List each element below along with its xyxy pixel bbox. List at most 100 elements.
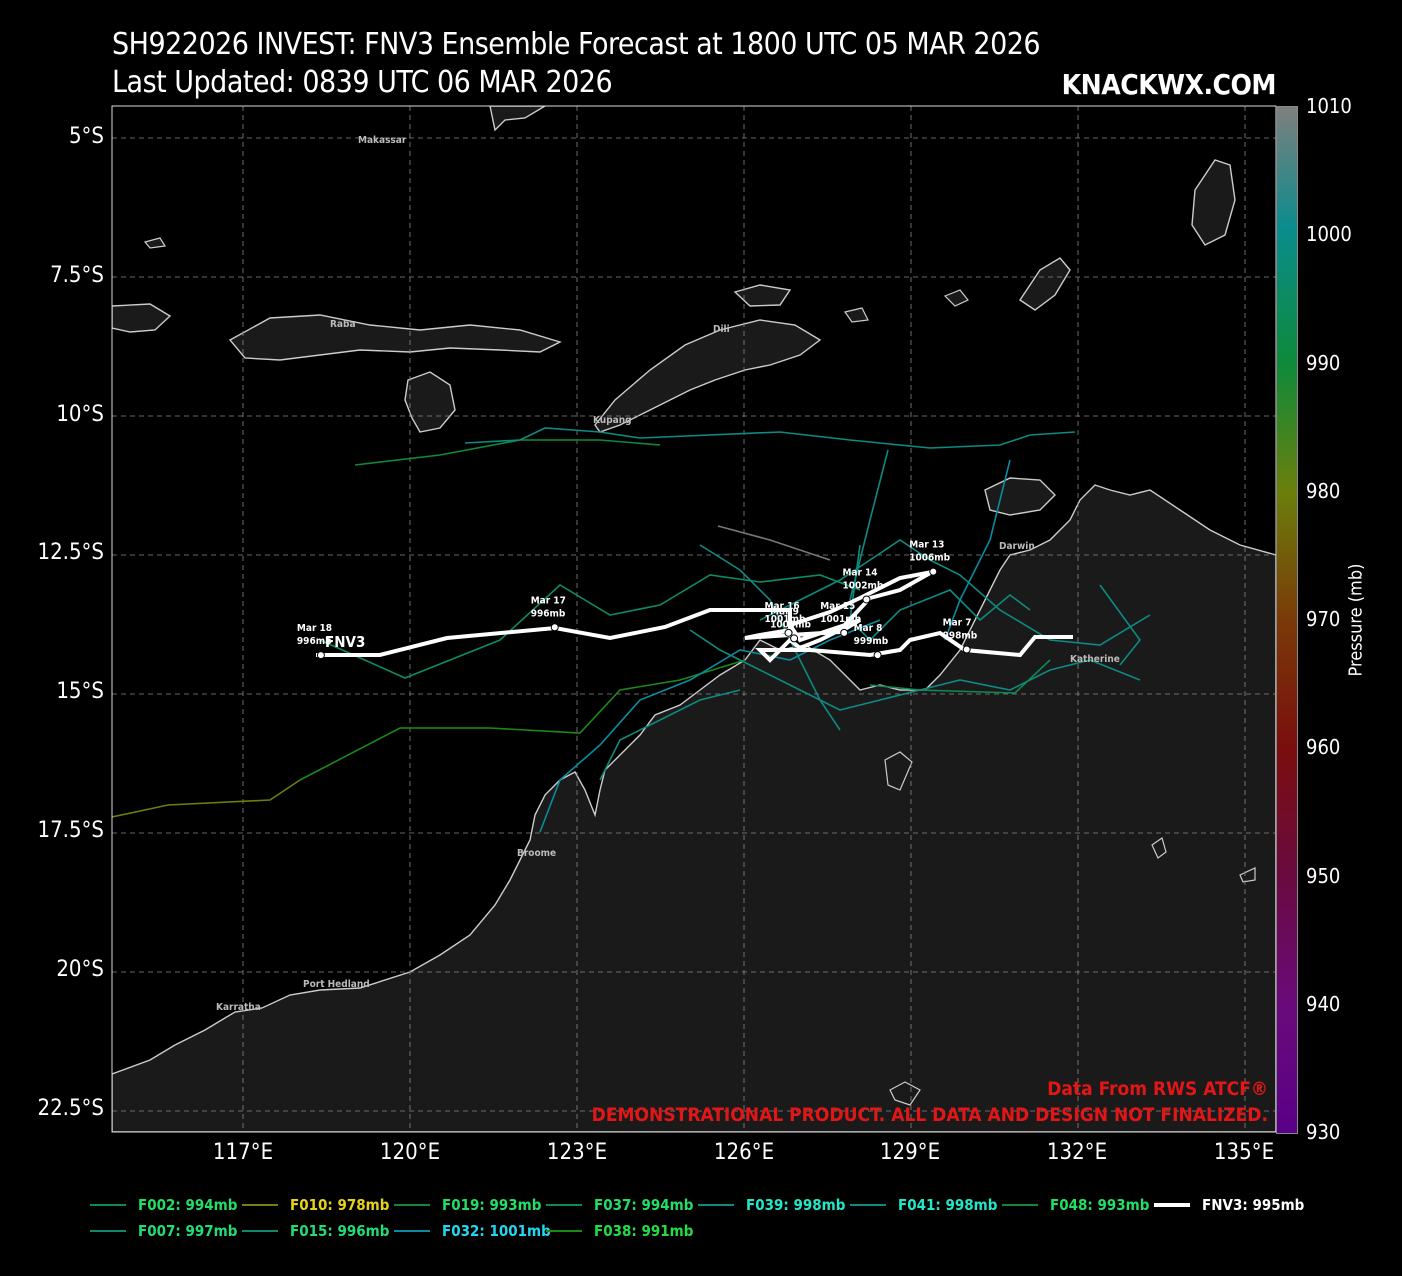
pressure-colorbar bbox=[1276, 106, 1298, 1134]
sulawesi-island bbox=[489, 106, 547, 132]
last-updated: Last Updated: 0839 UTC 06 MAR 2026 bbox=[112, 65, 613, 100]
city-label: Karratha bbox=[216, 1002, 261, 1013]
legend-swatch bbox=[546, 1230, 582, 1232]
ensemble-tracks bbox=[112, 427, 1151, 833]
timor-island bbox=[594, 319, 822, 433]
city-label: Raba bbox=[330, 319, 356, 330]
lon-tick-label: 120°E bbox=[379, 1140, 441, 1165]
track-point-date: Mar 13 bbox=[909, 540, 944, 551]
legend-item: F041: 998mb bbox=[850, 1196, 997, 1214]
chart-title: SH922026 INVEST: FNV3 Ensemble Forecast … bbox=[112, 27, 1041, 62]
track-point-pressure: 996mb bbox=[531, 608, 566, 619]
legend-item: FNV3: 995mb bbox=[1154, 1196, 1304, 1214]
track-point-pressure: 996mb bbox=[297, 636, 332, 647]
track-point bbox=[316, 651, 325, 660]
city-label: Makassar bbox=[358, 135, 407, 146]
track-point-pressure: 1001mb bbox=[820, 614, 861, 625]
legend-item: F032: 1001mb bbox=[394, 1222, 551, 1240]
lat-tick-label: 20°S bbox=[56, 957, 104, 982]
track-point-pressure: 1006mb bbox=[909, 553, 950, 564]
track-point-date: Mar 8 bbox=[854, 623, 883, 634]
track-point-date: Mar 16 bbox=[765, 601, 800, 612]
flores-island bbox=[228, 314, 562, 361]
legend-label: F019: 993mb bbox=[442, 1196, 542, 1214]
colorbar-tick: 990 bbox=[1306, 351, 1341, 375]
legend-swatch bbox=[394, 1204, 430, 1206]
track-point bbox=[929, 567, 938, 576]
legend-label: F037: 994mb bbox=[594, 1196, 694, 1214]
ensemble-track bbox=[689, 629, 1141, 711]
disclaimer: DEMONSTRATIONAL PRODUCT. ALL DATA AND DE… bbox=[591, 1104, 1268, 1126]
lat-tick-label: 22.5°S bbox=[37, 1096, 104, 1121]
legend-label: FNV3: 995mb bbox=[1202, 1196, 1305, 1214]
legend-label: F002: 994mb bbox=[138, 1196, 238, 1214]
track-point bbox=[862, 595, 871, 604]
legend-swatch bbox=[242, 1230, 278, 1232]
ensemble-track bbox=[299, 659, 746, 781]
colorbar-label: Pressure (mb) bbox=[1345, 563, 1367, 677]
ensemble-track bbox=[539, 619, 881, 833]
colorbar-tick: 960 bbox=[1306, 735, 1341, 759]
tanimbar-island bbox=[1019, 257, 1071, 311]
legend-item: F048: 993mb bbox=[1002, 1196, 1149, 1214]
ensemble-track bbox=[944, 459, 1011, 641]
city-label: Darwin bbox=[999, 541, 1035, 552]
legend-swatch bbox=[1002, 1204, 1038, 1206]
legend-item: F015: 996mb bbox=[242, 1222, 389, 1240]
legend-item: F038: 991mb bbox=[546, 1222, 693, 1240]
groote-island bbox=[1151, 837, 1167, 859]
aru-island bbox=[1191, 159, 1236, 246]
legend-label: F010: 978mb bbox=[290, 1196, 390, 1214]
legend-label: F038: 991mb bbox=[594, 1222, 694, 1240]
legend-label: F039: 998mb bbox=[746, 1196, 846, 1214]
colorbar-tick: 930 bbox=[1306, 1120, 1341, 1144]
track-point-date: Mar 14 bbox=[842, 567, 877, 578]
legend-label: F048: 993mb bbox=[1050, 1196, 1150, 1214]
track-point-pressure: 999mb bbox=[854, 636, 889, 647]
city-label: Kupang bbox=[593, 415, 632, 426]
brand-logo: KNACKWX.COM bbox=[1061, 68, 1277, 101]
data-source: Data From RWS ATCF® bbox=[1047, 1078, 1268, 1100]
legend-swatch bbox=[90, 1230, 126, 1232]
lat-tick-label: 17.5°S bbox=[37, 818, 104, 843]
colorbar-tick: 940 bbox=[1306, 992, 1341, 1016]
city-label: Port Hedland bbox=[303, 979, 370, 990]
legend-label: F041: 998mb bbox=[898, 1196, 998, 1214]
bathurst-island bbox=[884, 751, 913, 791]
legend-swatch bbox=[850, 1204, 886, 1206]
lon-tick-label: 123°E bbox=[546, 1140, 608, 1165]
legend-label: F032: 1001mb bbox=[442, 1222, 551, 1240]
legend-item: F037: 994mb bbox=[546, 1196, 693, 1214]
ensemble-track bbox=[717, 525, 831, 561]
colorbar-tick: 970 bbox=[1306, 607, 1341, 631]
legend-swatch bbox=[1154, 1203, 1190, 1207]
legend-swatch bbox=[546, 1204, 582, 1206]
sumba-island bbox=[404, 371, 456, 433]
track-point-date: Mar 9 bbox=[770, 606, 799, 617]
fnv3-track-label: FNV3 bbox=[325, 633, 365, 651]
track-point-pressure: 1001mb bbox=[765, 614, 806, 625]
gridlines bbox=[112, 106, 1276, 1132]
track-point-pressure: 1002mb bbox=[842, 580, 883, 591]
track-point bbox=[873, 651, 882, 660]
legend-swatch bbox=[90, 1204, 126, 1206]
track-point bbox=[790, 634, 799, 643]
city-label: Dili bbox=[713, 324, 730, 335]
track-point-date: Mar 7 bbox=[943, 618, 972, 629]
track-point bbox=[840, 628, 849, 637]
lat-tick-label: 12.5°S bbox=[37, 540, 104, 565]
lon-tick-label: 126°E bbox=[713, 1140, 775, 1165]
ensemble-track bbox=[599, 689, 741, 781]
lon-tick-label: 129°E bbox=[879, 1140, 941, 1165]
legend-item: F002: 994mb bbox=[90, 1196, 237, 1214]
track-point-pressure: 998mb bbox=[943, 631, 978, 642]
legend-item: F007: 997mb bbox=[90, 1222, 237, 1240]
lat-tick-label: 5°S bbox=[68, 124, 104, 149]
lon-tick-label: 135°E bbox=[1213, 1140, 1275, 1165]
track-point bbox=[550, 623, 559, 632]
track-point-date: Mar 15 bbox=[820, 601, 855, 612]
ensemble-track bbox=[869, 659, 1051, 694]
legend-swatch bbox=[394, 1230, 430, 1232]
ensemble-track bbox=[112, 779, 301, 818]
